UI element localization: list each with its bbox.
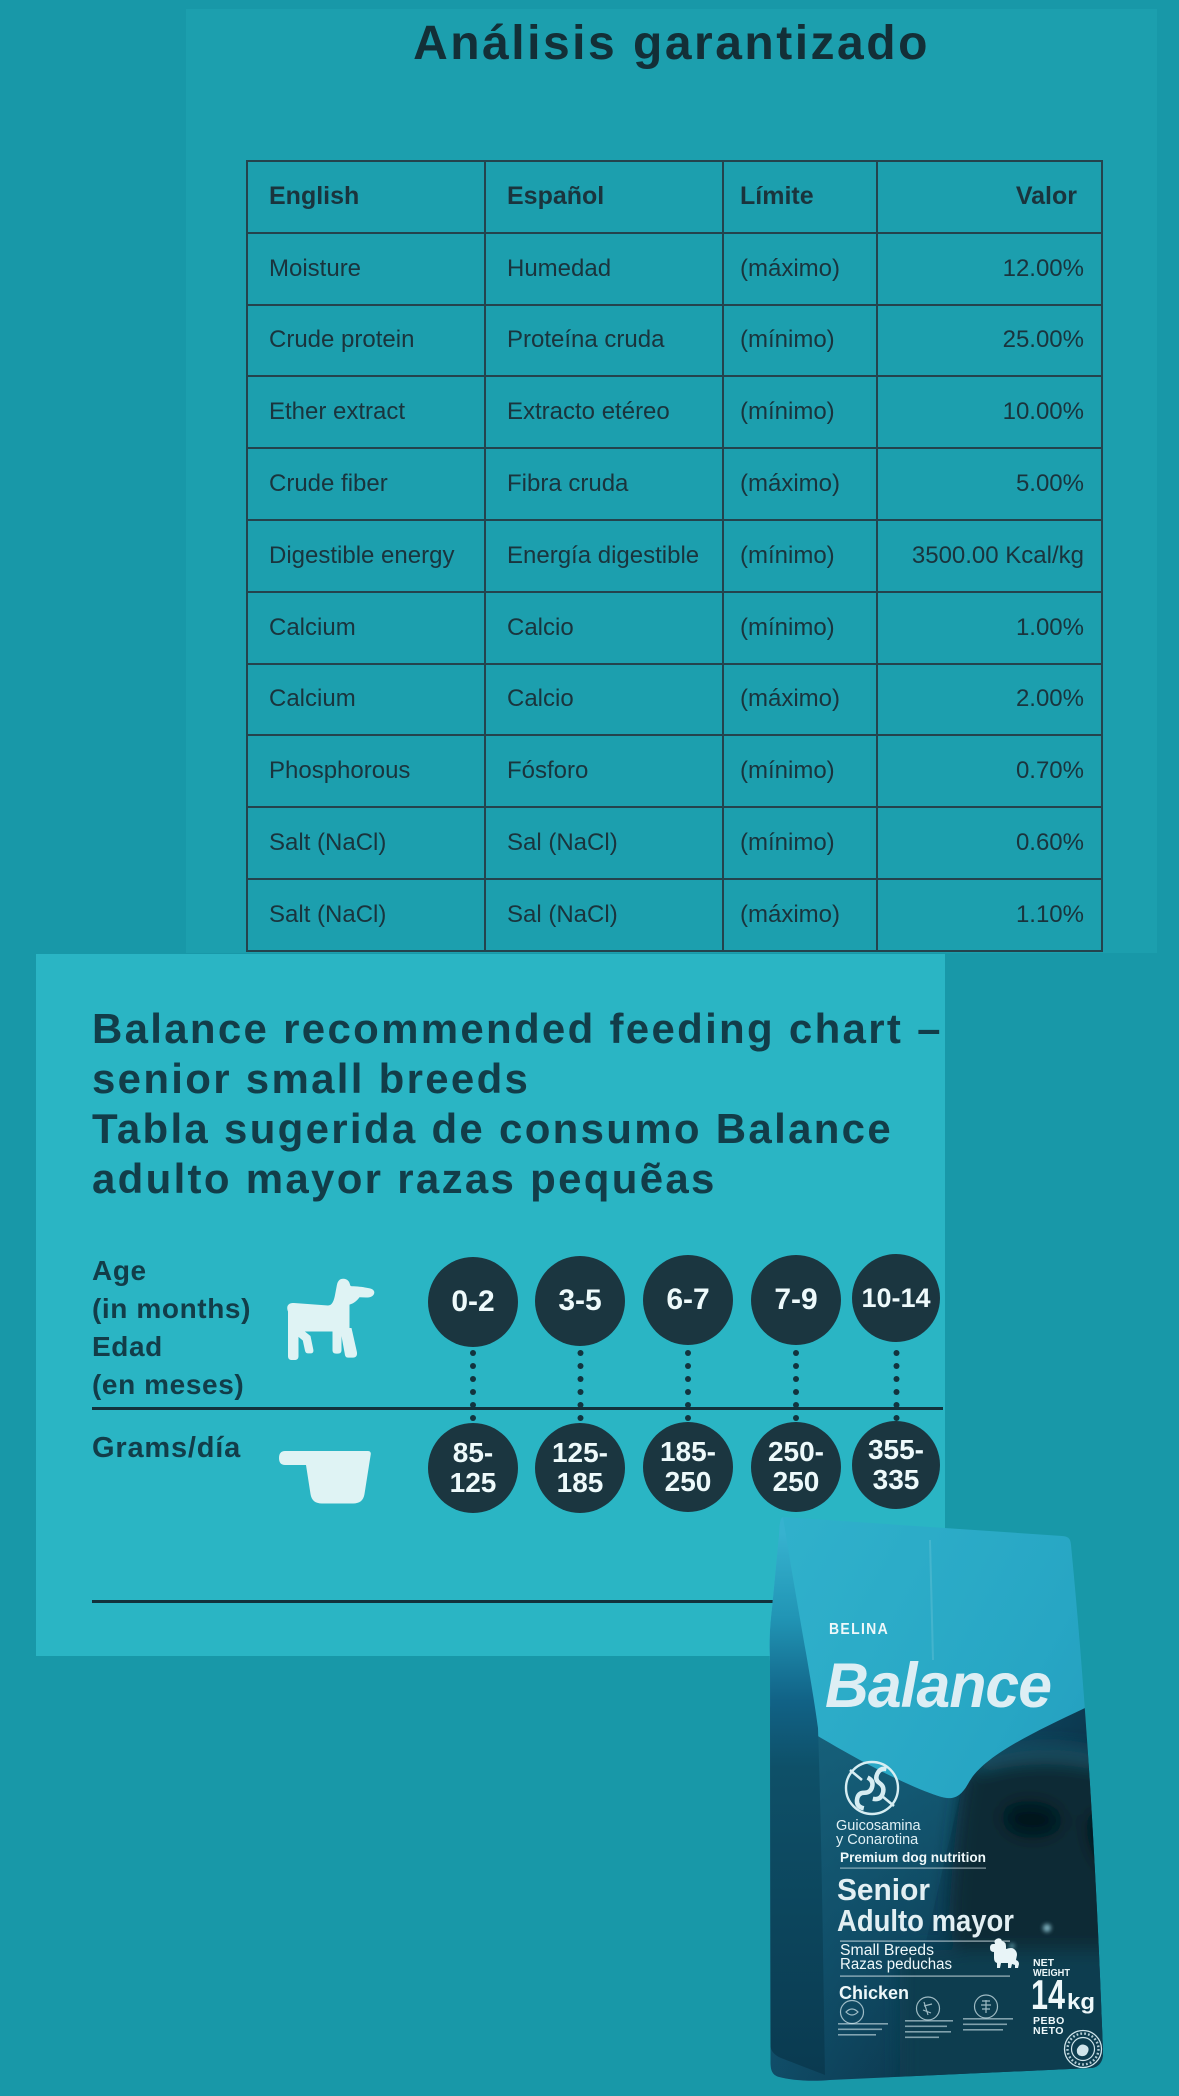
svg-text:Guicosamina: Guicosamina bbox=[836, 1818, 922, 1834]
svg-text:kg: kg bbox=[1067, 1989, 1095, 2014]
svg-text:PEBO: PEBO bbox=[1033, 2015, 1065, 2027]
svg-text:y Conarotina: y Conarotina bbox=[836, 1832, 919, 1848]
svg-text:14: 14 bbox=[1031, 1971, 1065, 2018]
svg-text:BELINA: BELINA bbox=[829, 1621, 889, 1638]
svg-text:NETO: NETO bbox=[1033, 2025, 1064, 2037]
svg-text:Razas peduchas: Razas peduchas bbox=[840, 1956, 952, 1973]
svg-text:NET: NET bbox=[1033, 1957, 1055, 1969]
svg-text:WEIGHT: WEIGHT bbox=[1033, 1967, 1071, 1979]
svg-text:Senior: Senior bbox=[837, 1872, 930, 1907]
svg-text:Small Breeds: Small Breeds bbox=[840, 1942, 934, 1959]
svg-text:Adulto mayor: Adulto mayor bbox=[837, 1903, 1014, 1938]
svg-text:Balance: Balance bbox=[825, 1651, 1051, 1721]
svg-text:Premium dog nutrition: Premium dog nutrition bbox=[840, 1849, 986, 1865]
svg-text:Chicken: Chicken bbox=[839, 1983, 909, 2003]
